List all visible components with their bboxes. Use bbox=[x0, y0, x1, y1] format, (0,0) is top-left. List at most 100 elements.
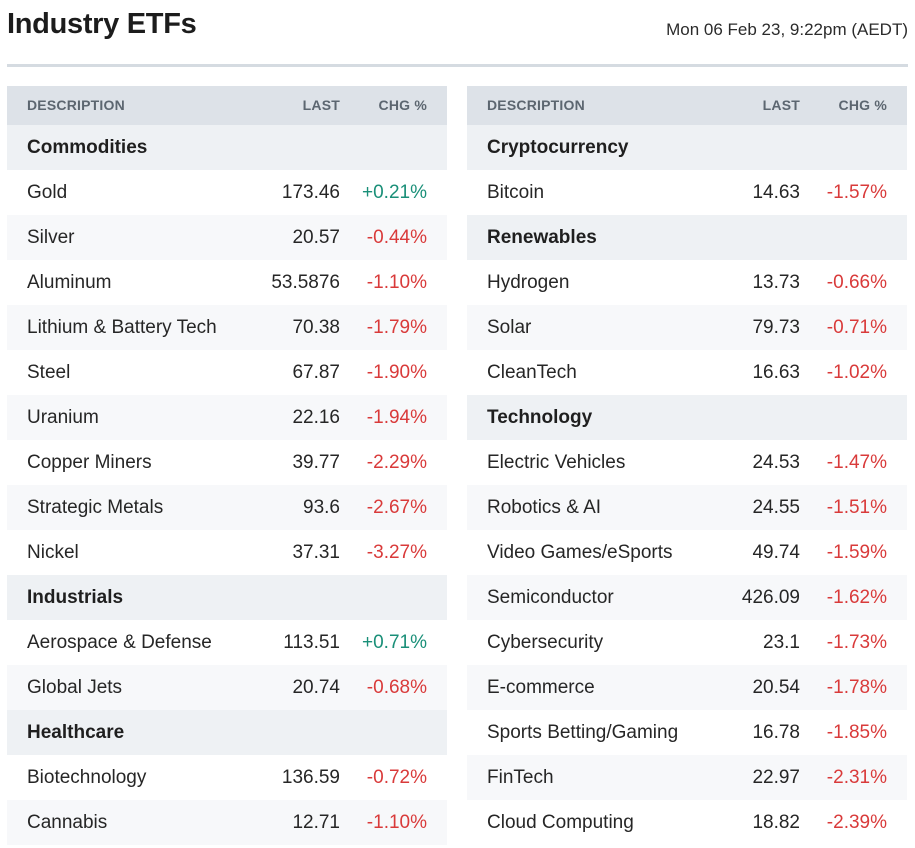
change-percent: -1.57% bbox=[826, 182, 887, 203]
change-percent: -1.10% bbox=[366, 812, 427, 833]
table-row[interactable]: Cybersecurity 23.1 -1.73% bbox=[467, 620, 907, 665]
etf-name-link[interactable]: Aluminum bbox=[27, 272, 112, 293]
etf-name-link[interactable]: Global Jets bbox=[27, 677, 123, 698]
table-row[interactable]: Bitcoin 14.63 -1.57% bbox=[467, 170, 907, 215]
table-row[interactable]: Cloud Computing 18.82 -2.39% bbox=[467, 800, 907, 845]
change-percent: -1.62% bbox=[826, 587, 887, 608]
column-header-description[interactable]: DESCRIPTION bbox=[27, 97, 125, 113]
table-row[interactable]: Semiconductor 426.09 -1.62% bbox=[467, 575, 907, 620]
change-percent: -2.31% bbox=[826, 767, 887, 788]
table-row[interactable]: Silver 20.57 -0.44% bbox=[7, 215, 447, 260]
etf-name-link[interactable]: Nickel bbox=[27, 542, 79, 563]
etf-name-link[interactable]: Silver bbox=[27, 227, 75, 248]
change-percent: -1.94% bbox=[366, 407, 427, 428]
group-label: Healthcare bbox=[27, 722, 125, 743]
last-price: 53.5876 bbox=[271, 272, 340, 293]
last-price: 22.16 bbox=[292, 407, 340, 428]
etf-name-link[interactable]: Cybersecurity bbox=[487, 632, 604, 653]
etf-name-link[interactable]: Copper Miners bbox=[27, 452, 152, 473]
page-title: Industry ETFs bbox=[7, 8, 197, 40]
change-percent: +0.71% bbox=[362, 632, 427, 653]
table-row[interactable]: Steel 67.87 -1.90% bbox=[7, 350, 447, 395]
last-price: 14.63 bbox=[752, 182, 800, 203]
group-header-row: Industrials bbox=[7, 575, 447, 620]
last-price: 20.74 bbox=[292, 677, 340, 698]
group-label: Industrials bbox=[27, 587, 124, 608]
table-row[interactable]: Copper Miners 39.77 -2.29% bbox=[7, 440, 447, 485]
table-row[interactable]: Strategic Metals 93.6 -2.67% bbox=[7, 485, 447, 530]
column-header-last[interactable]: LAST bbox=[762, 97, 800, 113]
column-header-row: DESCRIPTION LAST CHG % bbox=[467, 86, 907, 125]
table-row[interactable]: Uranium 22.16 -1.94% bbox=[7, 395, 447, 440]
table-row[interactable]: Hydrogen 13.73 -0.66% bbox=[467, 260, 907, 305]
table-row[interactable]: E-commerce 20.54 -1.78% bbox=[467, 665, 907, 710]
last-price: 37.31 bbox=[292, 542, 340, 563]
etf-name-link[interactable]: Biotechnology bbox=[27, 767, 147, 788]
group-header-row: Renewables bbox=[467, 215, 907, 260]
group-header-row: Cryptocurrency bbox=[467, 125, 907, 170]
change-percent: -1.51% bbox=[826, 497, 887, 518]
last-price: 20.57 bbox=[292, 227, 340, 248]
etf-name-link[interactable]: Robotics & AI bbox=[487, 497, 602, 518]
last-price: 16.78 bbox=[752, 722, 800, 743]
last-price: 12.71 bbox=[292, 812, 340, 833]
table-row[interactable]: Cannabis 12.71 -1.10% bbox=[7, 800, 447, 845]
etf-name-link[interactable]: Hydrogen bbox=[487, 272, 570, 293]
change-percent: -2.67% bbox=[366, 497, 427, 518]
column-header-chg[interactable]: CHG % bbox=[378, 97, 427, 113]
table-row[interactable]: Electric Vehicles 24.53 -1.47% bbox=[467, 440, 907, 485]
table-row[interactable]: CleanTech 16.63 -1.02% bbox=[467, 350, 907, 395]
etf-name-link[interactable]: CleanTech bbox=[487, 362, 577, 383]
last-price: 173.46 bbox=[281, 182, 340, 203]
group-label: Commodities bbox=[27, 137, 148, 158]
last-price: 93.6 bbox=[303, 497, 340, 518]
etf-name-link[interactable]: Uranium bbox=[27, 407, 99, 428]
etf-name-link[interactable]: Sports Betting/Gaming bbox=[487, 722, 679, 743]
change-percent: -1.85% bbox=[826, 722, 887, 743]
table-row[interactable]: Nickel 37.31 -3.27% bbox=[7, 530, 447, 575]
last-price: 113.51 bbox=[283, 632, 340, 653]
etf-name-link[interactable]: Strategic Metals bbox=[27, 497, 164, 518]
etf-name-link[interactable]: Video Games/eSports bbox=[487, 542, 673, 563]
etf-name-link[interactable]: Solar bbox=[487, 317, 532, 338]
change-percent: -2.29% bbox=[366, 452, 427, 473]
table-row[interactable]: Gold 173.46 +0.21% bbox=[7, 170, 447, 215]
etf-name-link[interactable]: Steel bbox=[27, 362, 71, 383]
etf-name-link[interactable]: E-commerce bbox=[487, 677, 595, 698]
etf-name-link[interactable]: Semiconductor bbox=[487, 587, 614, 608]
etf-name-link[interactable]: Cloud Computing bbox=[487, 812, 634, 833]
change-percent: -1.59% bbox=[826, 542, 887, 563]
etf-name-link[interactable]: Bitcoin bbox=[487, 182, 545, 203]
table-row[interactable]: Aluminum 53.5876 -1.10% bbox=[7, 260, 447, 305]
table-row[interactable]: Sports Betting/Gaming 16.78 -1.85% bbox=[467, 710, 907, 755]
etf-name-link[interactable]: Cannabis bbox=[27, 812, 108, 833]
etf-name-link[interactable]: Gold bbox=[27, 182, 68, 203]
table-row[interactable]: FinTech 22.97 -2.31% bbox=[467, 755, 907, 800]
group-label: Cryptocurrency bbox=[487, 137, 629, 158]
last-price: 22.97 bbox=[752, 767, 800, 788]
table-row[interactable]: Solar 79.73 -0.71% bbox=[467, 305, 907, 350]
etf-table-right: DESCRIPTION LAST CHG % Cryptocurrency Bit… bbox=[467, 86, 907, 845]
column-header-chg[interactable]: CHG % bbox=[838, 97, 887, 113]
group-label: Technology bbox=[487, 407, 593, 428]
etf-name-link[interactable]: FinTech bbox=[487, 767, 554, 788]
table-row[interactable]: Global Jets 20.74 -0.68% bbox=[7, 665, 447, 710]
change-percent: -2.39% bbox=[826, 812, 887, 833]
change-percent: -1.73% bbox=[826, 632, 887, 653]
last-price: 79.73 bbox=[752, 317, 800, 338]
etf-name-link[interactable]: Aerospace & Defense bbox=[27, 632, 212, 653]
last-price: 24.53 bbox=[752, 452, 800, 473]
timestamp: Mon 06 Feb 23, 9:22pm (AEDT) bbox=[666, 20, 908, 39]
table-row[interactable]: Aerospace & Defense 113.51 +0.71% bbox=[7, 620, 447, 665]
column-header-last[interactable]: LAST bbox=[302, 97, 340, 113]
group-header-row: Technology bbox=[467, 395, 907, 440]
etf-table-left: DESCRIPTION LAST CHG % Commodities Gold 17… bbox=[7, 86, 447, 845]
column-header-description[interactable]: DESCRIPTION bbox=[487, 97, 585, 113]
table-row[interactable]: Robotics & AI 24.55 -1.51% bbox=[467, 485, 907, 530]
change-percent: -1.10% bbox=[366, 272, 427, 293]
etf-name-link[interactable]: Electric Vehicles bbox=[487, 452, 626, 473]
table-row[interactable]: Biotechnology 136.59 -0.72% bbox=[7, 755, 447, 800]
table-row[interactable]: Lithium & Battery Tech 70.38 -1.79% bbox=[7, 305, 447, 350]
etf-name-link[interactable]: Lithium & Battery Tech bbox=[27, 317, 217, 338]
table-row[interactable]: Video Games/eSports 49.74 -1.59% bbox=[467, 530, 907, 575]
